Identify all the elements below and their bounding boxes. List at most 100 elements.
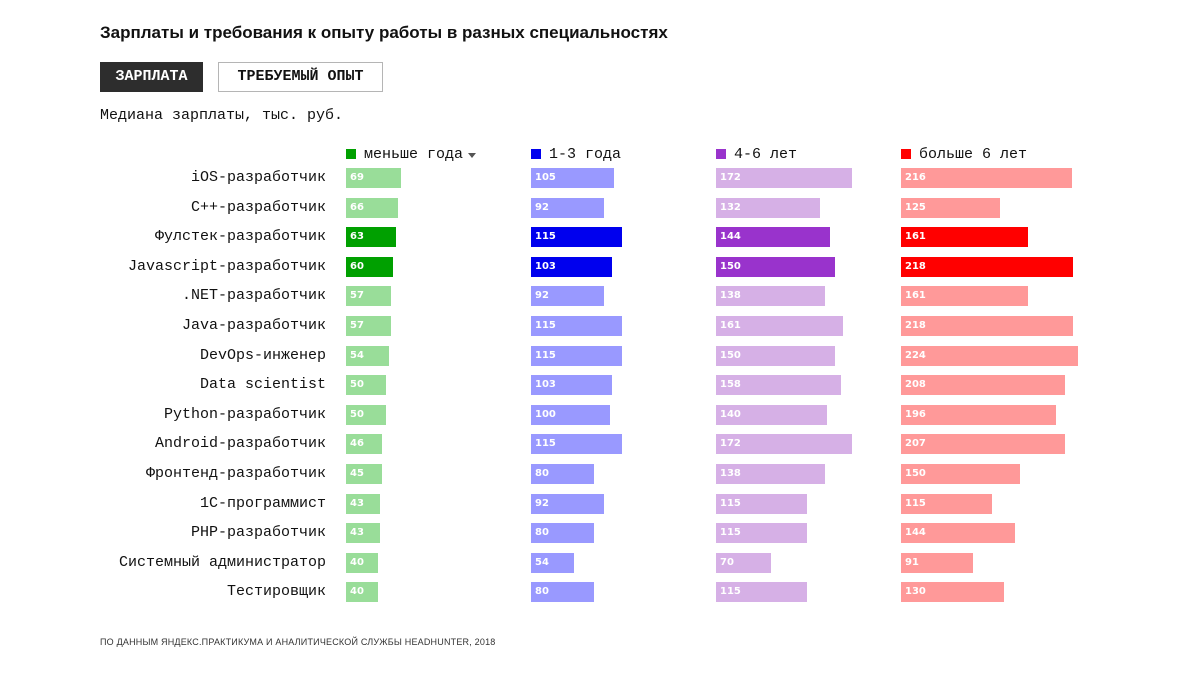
legend-item-more-than-6-years[interactable]: больше 6 лет <box>901 145 1027 163</box>
bar[interactable] <box>346 227 396 247</box>
bar[interactable] <box>901 227 1028 247</box>
row-label: Android-разработчик <box>154 435 326 452</box>
bar-value-label: 138 <box>720 290 741 301</box>
bar[interactable] <box>716 405 827 425</box>
bar[interactable] <box>531 286 604 306</box>
bar-value-label: 115 <box>535 320 556 331</box>
row-label: Тестировщик <box>226 583 326 600</box>
bar[interactable] <box>716 553 771 573</box>
legend-item-1-3-years[interactable]: 1-3 года <box>531 145 621 163</box>
bar-value-label: 132 <box>720 202 741 213</box>
bar[interactable] <box>901 434 1065 454</box>
bar[interactable] <box>901 346 1078 366</box>
bar[interactable] <box>346 582 378 602</box>
bar[interactable] <box>531 405 610 425</box>
bar-value-label: 218 <box>905 320 926 331</box>
bar[interactable] <box>531 375 612 395</box>
bar[interactable] <box>346 198 398 218</box>
bar[interactable] <box>531 464 594 484</box>
bar-value-label: 140 <box>720 409 741 420</box>
bar-value-label: 161 <box>720 320 741 331</box>
bar[interactable] <box>531 227 622 247</box>
bar[interactable] <box>346 346 389 366</box>
bar-value-label: 115 <box>720 498 741 509</box>
legend-swatch <box>346 149 356 159</box>
bar[interactable] <box>346 494 380 514</box>
legend-item-4-6-years[interactable]: 4-6 лет <box>716 145 797 163</box>
bar-value-label: 43 <box>350 498 364 509</box>
bar[interactable] <box>901 168 1072 188</box>
tab-salary[interactable]: ЗАРПЛАТА <box>100 62 203 92</box>
row-label: C++-разработчик <box>190 199 326 216</box>
bar[interactable] <box>716 168 852 188</box>
bar-value-label: 115 <box>720 586 741 597</box>
bar[interactable] <box>346 523 380 543</box>
bar[interactable] <box>716 346 835 366</box>
bar[interactable] <box>716 523 807 543</box>
bar[interactable] <box>901 375 1065 395</box>
bar-value-label: 50 <box>350 409 364 420</box>
bar-value-label: 208 <box>905 379 926 390</box>
bar[interactable] <box>346 316 391 336</box>
bar[interactable] <box>346 286 391 306</box>
bar[interactable] <box>716 257 835 277</box>
legend-item-less-than-year[interactable]: меньше года <box>346 145 477 163</box>
bar-value-label: 196 <box>905 409 926 420</box>
bar[interactable] <box>901 257 1073 277</box>
sort-down-icon[interactable] <box>468 152 477 158</box>
row-label: Фулстек-разработчик <box>154 228 326 245</box>
bar-value-label: 57 <box>350 320 364 331</box>
bar[interactable] <box>901 464 1020 484</box>
bar-value-label: 40 <box>350 557 364 568</box>
bar[interactable] <box>716 227 830 247</box>
bar[interactable] <box>901 316 1073 336</box>
bar[interactable] <box>531 434 622 454</box>
row-label: iOS-разработчик <box>190 169 326 186</box>
bar[interactable] <box>531 168 614 188</box>
bar[interactable] <box>531 316 622 336</box>
bar-value-label: 144 <box>720 231 741 242</box>
bar[interactable] <box>901 582 1004 602</box>
bar[interactable] <box>531 346 622 366</box>
bar-value-label: 92 <box>535 498 549 509</box>
row-label: .NET-разработчик <box>181 287 326 304</box>
bar-value-label: 43 <box>350 527 364 538</box>
bar[interactable] <box>716 494 807 514</box>
bar[interactable] <box>716 582 807 602</box>
bar[interactable] <box>346 553 378 573</box>
bar[interactable] <box>531 582 594 602</box>
bar[interactable] <box>716 375 841 395</box>
bar[interactable] <box>901 198 1000 218</box>
bar[interactable] <box>531 523 594 543</box>
bar[interactable] <box>346 464 382 484</box>
bar[interactable] <box>346 375 386 395</box>
bar[interactable] <box>346 257 393 277</box>
legend-swatch <box>531 149 541 159</box>
bar[interactable] <box>346 405 386 425</box>
bar[interactable] <box>346 434 382 454</box>
bar[interactable] <box>901 553 973 573</box>
tab-required-experience[interactable]: ТРЕБУЕМЫЙ ОПЫТ <box>218 62 383 92</box>
bar[interactable] <box>901 405 1056 425</box>
row-label: Data scientist <box>199 376 326 393</box>
bar[interactable] <box>531 198 604 218</box>
bar[interactable] <box>901 494 992 514</box>
bar[interactable] <box>716 434 852 454</box>
bar[interactable] <box>531 494 604 514</box>
legend-swatch <box>716 149 726 159</box>
bar[interactable] <box>531 257 612 277</box>
legend-label: больше 6 лет <box>919 145 1028 163</box>
bar[interactable] <box>716 198 820 218</box>
bar-value-label: 115 <box>535 438 556 449</box>
bar-value-label: 46 <box>350 438 364 449</box>
bar[interactable] <box>531 553 574 573</box>
bar[interactable] <box>716 286 825 306</box>
bar[interactable] <box>901 523 1015 543</box>
bar[interactable] <box>901 286 1028 306</box>
row-label: Java-разработчик <box>181 317 326 334</box>
bar[interactable] <box>716 316 843 336</box>
bar-value-label: 54 <box>535 557 549 568</box>
bar[interactable] <box>346 168 401 188</box>
bar[interactable] <box>716 464 825 484</box>
legend-label: 1-3 года <box>549 145 622 163</box>
